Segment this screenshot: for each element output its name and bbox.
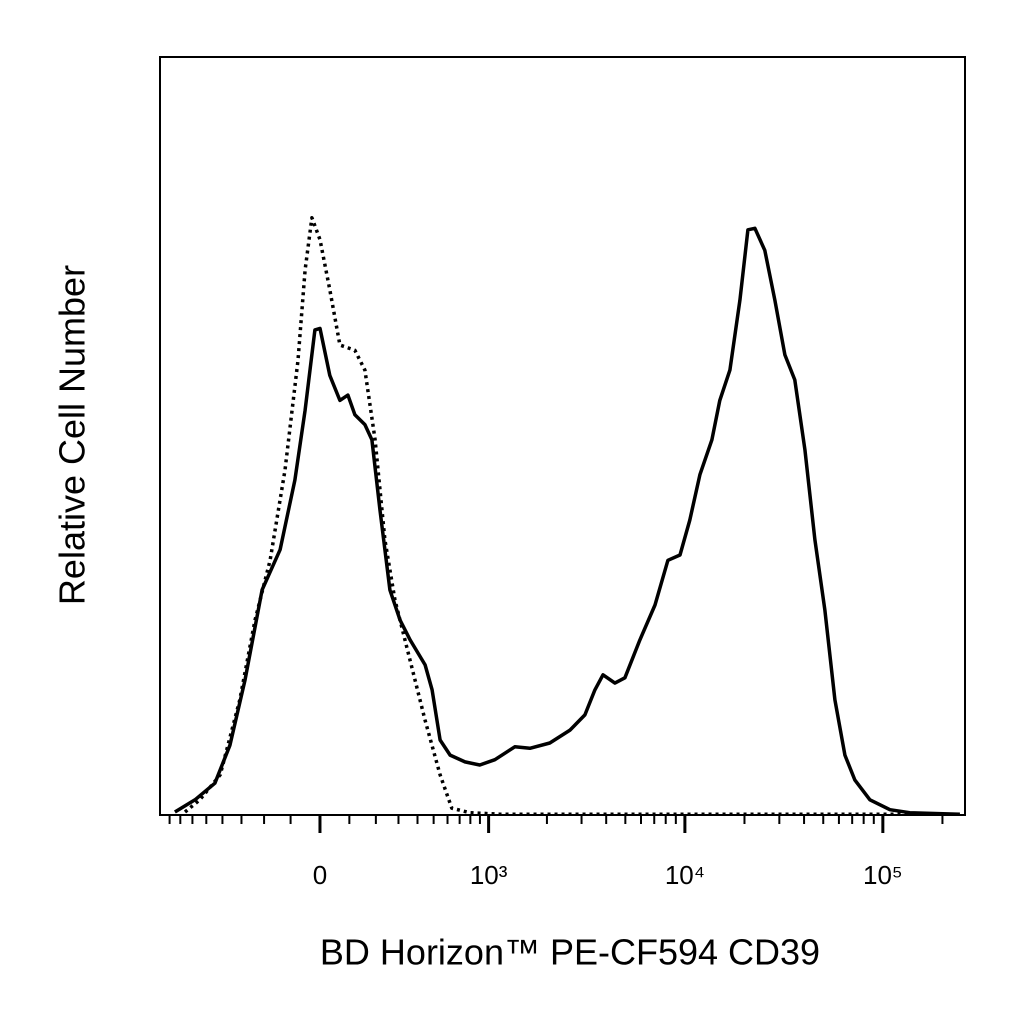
x-axis-label: BD Horizon™ PE-CF594 CD39: [320, 932, 820, 973]
x-tick-label: 10⁴: [665, 860, 705, 890]
plot-frame: [159, 56, 966, 816]
x-tick-label: 10³: [470, 860, 508, 890]
x-tick-label: 0: [313, 860, 327, 890]
y-axis-label: Relative Cell Number: [52, 265, 93, 605]
series-line: [183, 215, 960, 816]
x-tick-label: 10⁵: [863, 860, 903, 890]
series-line: [173, 226, 960, 816]
